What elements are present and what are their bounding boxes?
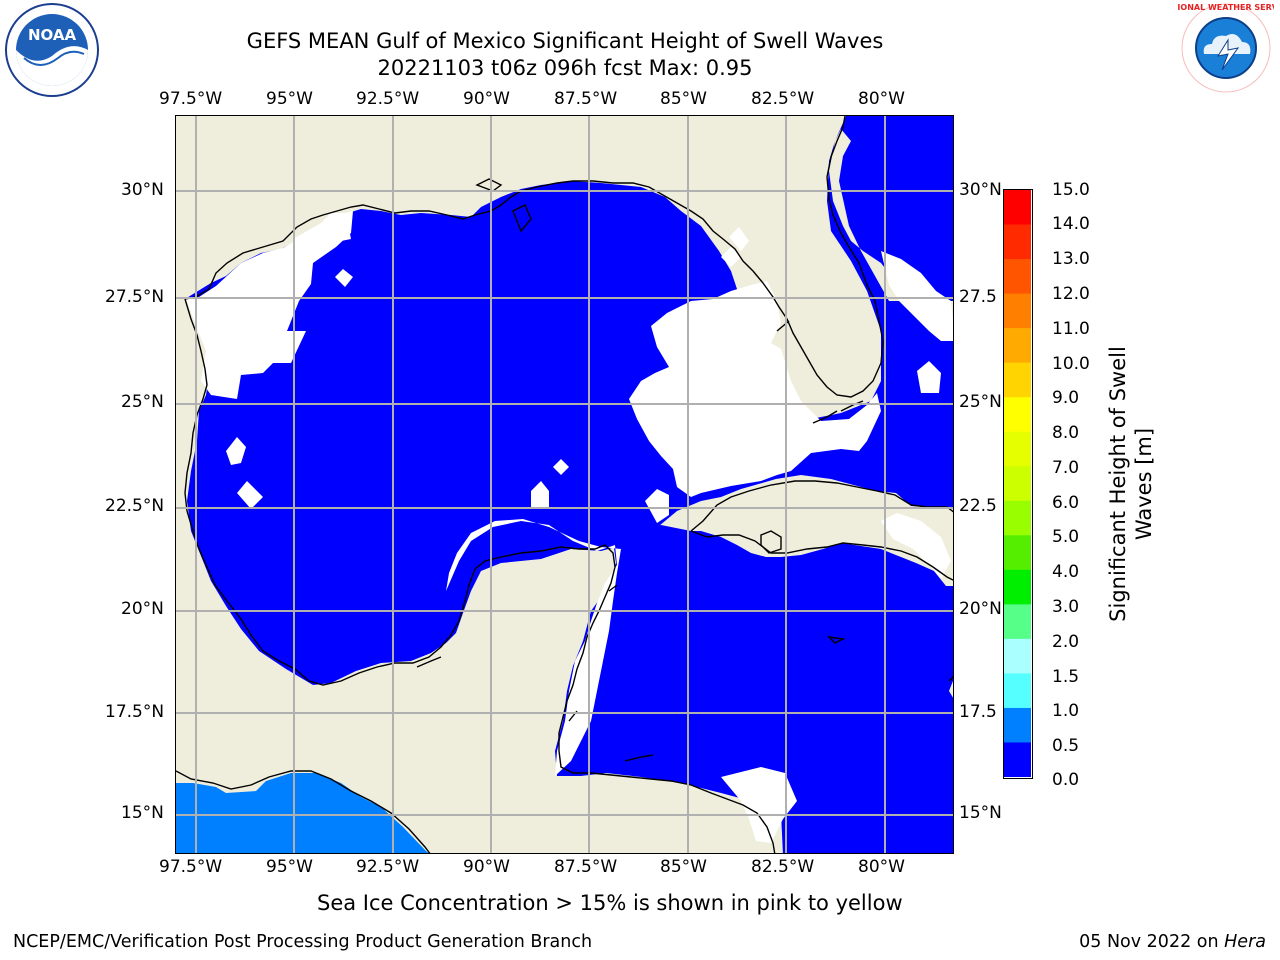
footer-machine: Hera (1224, 932, 1266, 952)
missing-data-honduras (721, 767, 797, 843)
colorbar-swatch (1004, 673, 1031, 709)
colorbar-tick: 2.0 (1052, 632, 1080, 652)
sea-ice-note: Sea Ice Concentration > 15% is shown in … (317, 891, 903, 915)
lon-tick-top: 85°W (660, 89, 707, 109)
missing-data-small-3 (237, 481, 263, 509)
lat-tick-left: 20°N (121, 599, 164, 619)
colorbar-tick: 5.0 (1052, 527, 1080, 547)
lon-tick-bottom: 92.5°W (356, 857, 420, 877)
gulf-water-swell (185, 116, 953, 853)
colorbar-tick: 3.0 (1052, 597, 1080, 617)
colorbar-swatch (1004, 569, 1031, 605)
missing-data-small-10 (881, 513, 951, 579)
lon-tick-top: 87.5°W (554, 89, 618, 109)
lat-tick-right: 25°N (959, 392, 1002, 412)
map-panel (175, 115, 954, 854)
lon-tick-top: 82.5°W (751, 89, 815, 109)
lon-tick-bottom: 87.5°W (554, 857, 618, 877)
footer-credit: NCEP/EMC/Verification Post Processing Pr… (13, 932, 593, 952)
noaa-logo: NOAA (5, 3, 99, 97)
lon-tick-top: 95°W (266, 89, 313, 109)
footer-date-text: 05 Nov 2022 on (1079, 932, 1225, 952)
colorbar-swatch (1004, 466, 1031, 502)
missing-data-small-1 (335, 269, 353, 287)
lat-tick-left: 15°N (121, 803, 164, 823)
colorbar-swatch (1004, 224, 1031, 260)
pacific-swell-region (176, 773, 429, 853)
lon-tick-bottom: 97.5°W (159, 857, 223, 877)
svg-text:NATIONAL WEATHER SERVICE: NATIONAL WEATHER SERVICE (1178, 3, 1274, 12)
colorbar-swatch (1004, 500, 1031, 536)
missing-data-small-6 (721, 247, 741, 267)
missing-data-small-4 (553, 459, 569, 475)
colorbar-tick: 7.0 (1052, 458, 1080, 478)
colorbar-swatch (1004, 259, 1031, 295)
lon-tick-bottom: 80°W (858, 857, 905, 877)
colorbar-swatch (1004, 707, 1031, 743)
missing-data-small-7 (729, 227, 749, 251)
colorbar-tick: 11.0 (1052, 319, 1090, 339)
coastlines (176, 116, 953, 853)
missing-data-small-2 (226, 437, 246, 465)
lat-tick-right: 27.5 (959, 287, 997, 307)
colorbar-swatch (1004, 362, 1031, 398)
colorbar-swatch (1004, 397, 1031, 433)
colorbar-swatch (1004, 190, 1031, 226)
missing-data-tx-coast-strip (289, 213, 351, 301)
lat-tick-left: 30°N (121, 180, 164, 200)
colorbar-tick: 13.0 (1052, 249, 1090, 269)
lat-tick-right: 17.5 (959, 702, 997, 722)
colorbar-tick: 6.0 (1052, 493, 1080, 513)
colorbar (1003, 189, 1033, 779)
colorbar-tick: 0.0 (1052, 770, 1080, 790)
colorbar-tick: 8.0 (1052, 423, 1080, 443)
chart-subtitle: 20221103 t06z 096h fcst Max: 0.95 (377, 56, 753, 80)
lat-tick-right: 15°N (959, 803, 1002, 823)
colorbar-swatch (1004, 431, 1031, 467)
colorbar-tick: 0.5 (1052, 736, 1080, 756)
graticule (176, 116, 953, 853)
missing-data-small-8 (917, 361, 941, 393)
chart-title: GEFS MEAN Gulf of Mexico Significant Hei… (246, 29, 884, 53)
footer-date: 05 Nov 2022 on Hera (1079, 932, 1266, 952)
lat-tick-left: 22.5°N (105, 496, 165, 516)
lon-tick-top: 80°W (858, 89, 905, 109)
gulf-map (176, 116, 953, 853)
colorbar-tick: 10.0 (1052, 354, 1090, 374)
lon-tick-bottom: 90°W (463, 857, 510, 877)
colorbar-tick: 4.0 (1052, 562, 1080, 582)
lat-tick-left: 17.5°N (105, 702, 165, 722)
lon-tick-bottom: 82.5°W (751, 857, 815, 877)
colorbar-swatch (1004, 604, 1031, 640)
colorbar-swatch (1004, 293, 1031, 329)
colorbar-swatch (1004, 535, 1031, 571)
colorbar-swatch (1004, 328, 1031, 364)
missing-data-small-9 (645, 489, 669, 523)
missing-data-small-5 (531, 481, 549, 507)
lon-tick-top: 90°W (463, 89, 510, 109)
lon-tick-bottom: 85°W (660, 857, 707, 877)
lat-tick-right: 30°N (959, 180, 1002, 200)
colorbar-tick: 1.0 (1052, 701, 1080, 721)
lon-tick-top: 97.5°W (159, 89, 223, 109)
colorbar-tick: 1.5 (1052, 667, 1080, 687)
missing-data-florida-east (881, 251, 953, 341)
colorbar-tick: 9.0 (1052, 388, 1080, 408)
colorbar-swatch (1004, 742, 1031, 778)
colorbar-swatches (1004, 190, 1031, 778)
lat-tick-left: 27.5°N (105, 287, 165, 307)
colorbar-tick: 15.0 (1052, 180, 1090, 200)
svg-text:NOAA: NOAA (28, 26, 77, 44)
lat-tick-right: 22.5 (959, 496, 997, 516)
colorbar-tick: 14.0 (1052, 214, 1090, 234)
lat-tick-left: 25°N (121, 392, 164, 412)
colorbar-swatch (1004, 638, 1031, 674)
nws-logo: NATIONAL WEATHER SERVICE (1178, 2, 1274, 94)
lon-tick-bottom: 95°W (266, 857, 313, 877)
missing-data-eastern-gulf (629, 281, 881, 497)
colorbar-label: Significant Height of Swell Waves [m] (1106, 346, 1156, 622)
colorbar-tick: 12.0 (1052, 284, 1090, 304)
lat-tick-right: 20°N (959, 599, 1002, 619)
lon-tick-top: 92.5°W (356, 89, 420, 109)
